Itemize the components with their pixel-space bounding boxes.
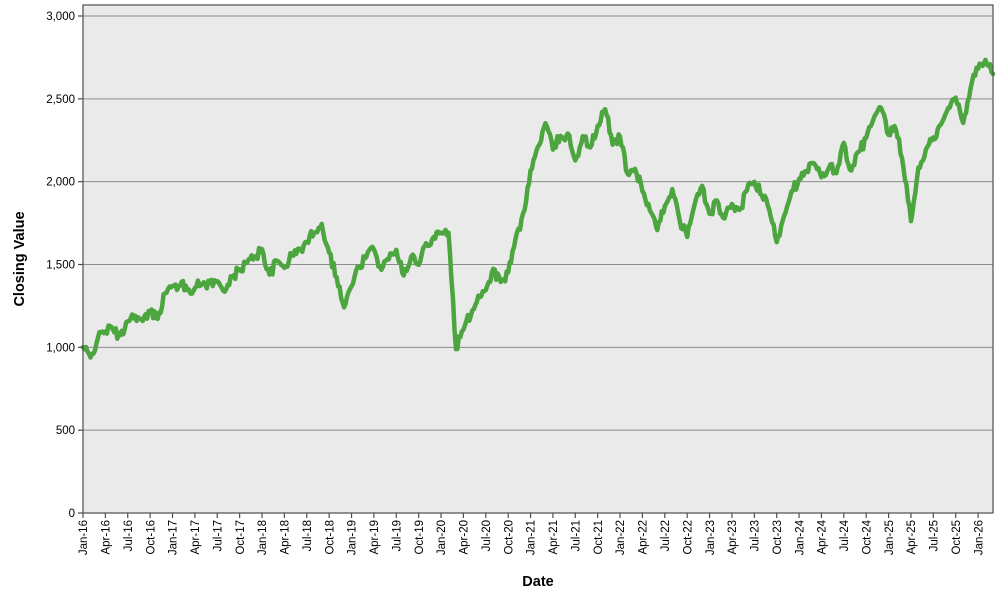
y-axis-title: Closing Value xyxy=(12,211,28,306)
x-tick-label: Apr-17 xyxy=(190,520,202,555)
x-tick-label: Jul-19 xyxy=(391,520,403,551)
x-tick-label: Oct-20 xyxy=(503,520,515,555)
x-tick-label: Jan-22 xyxy=(615,520,627,555)
x-tick-label: Jan-19 xyxy=(347,520,359,555)
x-tick-label: Oct-24 xyxy=(861,519,873,554)
x-axis-ticks xyxy=(82,513,979,518)
x-axis-title: Date xyxy=(522,574,553,590)
x-tick-label: Jul-16 xyxy=(123,520,135,551)
x-tick-label: Oct-21 xyxy=(593,520,605,555)
x-tick-label: Jul-17 xyxy=(212,520,224,551)
y-tick-label: 2,000 xyxy=(46,177,75,189)
x-tick-label: Jul-22 xyxy=(660,520,672,551)
y-tick-label: 3,000 xyxy=(46,11,75,23)
y-tick-label: 0 xyxy=(69,508,75,520)
x-tick-label: Jan-16 xyxy=(78,520,90,555)
x-tick-label: Oct-19 xyxy=(414,520,426,555)
closing-value-series-line xyxy=(80,57,996,360)
x-tick-label: Oct-23 xyxy=(772,520,784,555)
x-axis-tick-labels: Jan-16 Apr-16 Jul-16 Oct-16 Jan-17 Apr-17 Jul-… xyxy=(78,519,985,555)
y-tick-label: 1,500 xyxy=(46,260,75,272)
x-tick-label: Oct-25 xyxy=(951,520,963,555)
x-tick-label: Apr-21 xyxy=(548,520,560,555)
x-tick-label: Jul-25 xyxy=(929,520,941,551)
x-tick-label: Jan-24 xyxy=(794,519,806,555)
x-tick-label: Jan-25 xyxy=(884,520,896,555)
x-tick-label: Jan-21 xyxy=(526,520,538,555)
x-tick-label: Jan-23 xyxy=(705,520,717,555)
y-axis-ticks xyxy=(78,15,83,514)
x-tick-label: Jul-20 xyxy=(481,520,493,551)
series-line-group xyxy=(80,57,996,360)
x-tick-label: Jan-18 xyxy=(257,520,269,555)
x-tick-label: Apr-16 xyxy=(101,520,113,555)
x-tick-label: Apr-25 xyxy=(906,520,918,555)
plot-border xyxy=(82,4,994,514)
plot-area xyxy=(83,5,993,513)
x-tick-label: Jan-20 xyxy=(436,520,448,555)
x-tick-label: Oct-17 xyxy=(235,520,247,555)
x-tick-label: Oct-22 xyxy=(682,520,694,555)
x-tick-label: Apr-22 xyxy=(638,520,650,555)
x-tick-label: Apr-24 xyxy=(817,519,829,554)
y-tick-label: 1,000 xyxy=(46,342,75,354)
x-tick-label: Oct-18 xyxy=(324,520,336,555)
gridlines xyxy=(83,15,993,431)
y-tick-label: 500 xyxy=(56,425,75,437)
y-tick-label: 2,500 xyxy=(46,94,75,106)
x-tick-label: Jan-26 xyxy=(973,520,985,555)
y-axis-tick-labels: 0 500 1,000 1,500 2,000 2,500 3,000 xyxy=(46,11,75,520)
x-tick-label: Jul-18 xyxy=(302,520,314,551)
x-tick-label: Apr-23 xyxy=(727,520,739,555)
x-tick-label: Apr-18 xyxy=(280,520,292,555)
x-tick-label: Jul-24 xyxy=(839,519,851,551)
x-tick-label: Jul-23 xyxy=(750,520,762,551)
x-tick-label: Apr-19 xyxy=(369,520,381,555)
x-tick-label: Oct-16 xyxy=(145,520,157,555)
x-tick-label: Jan-17 xyxy=(168,520,180,555)
x-tick-label: Apr-20 xyxy=(459,520,471,555)
x-tick-label: Jul-21 xyxy=(570,520,582,551)
